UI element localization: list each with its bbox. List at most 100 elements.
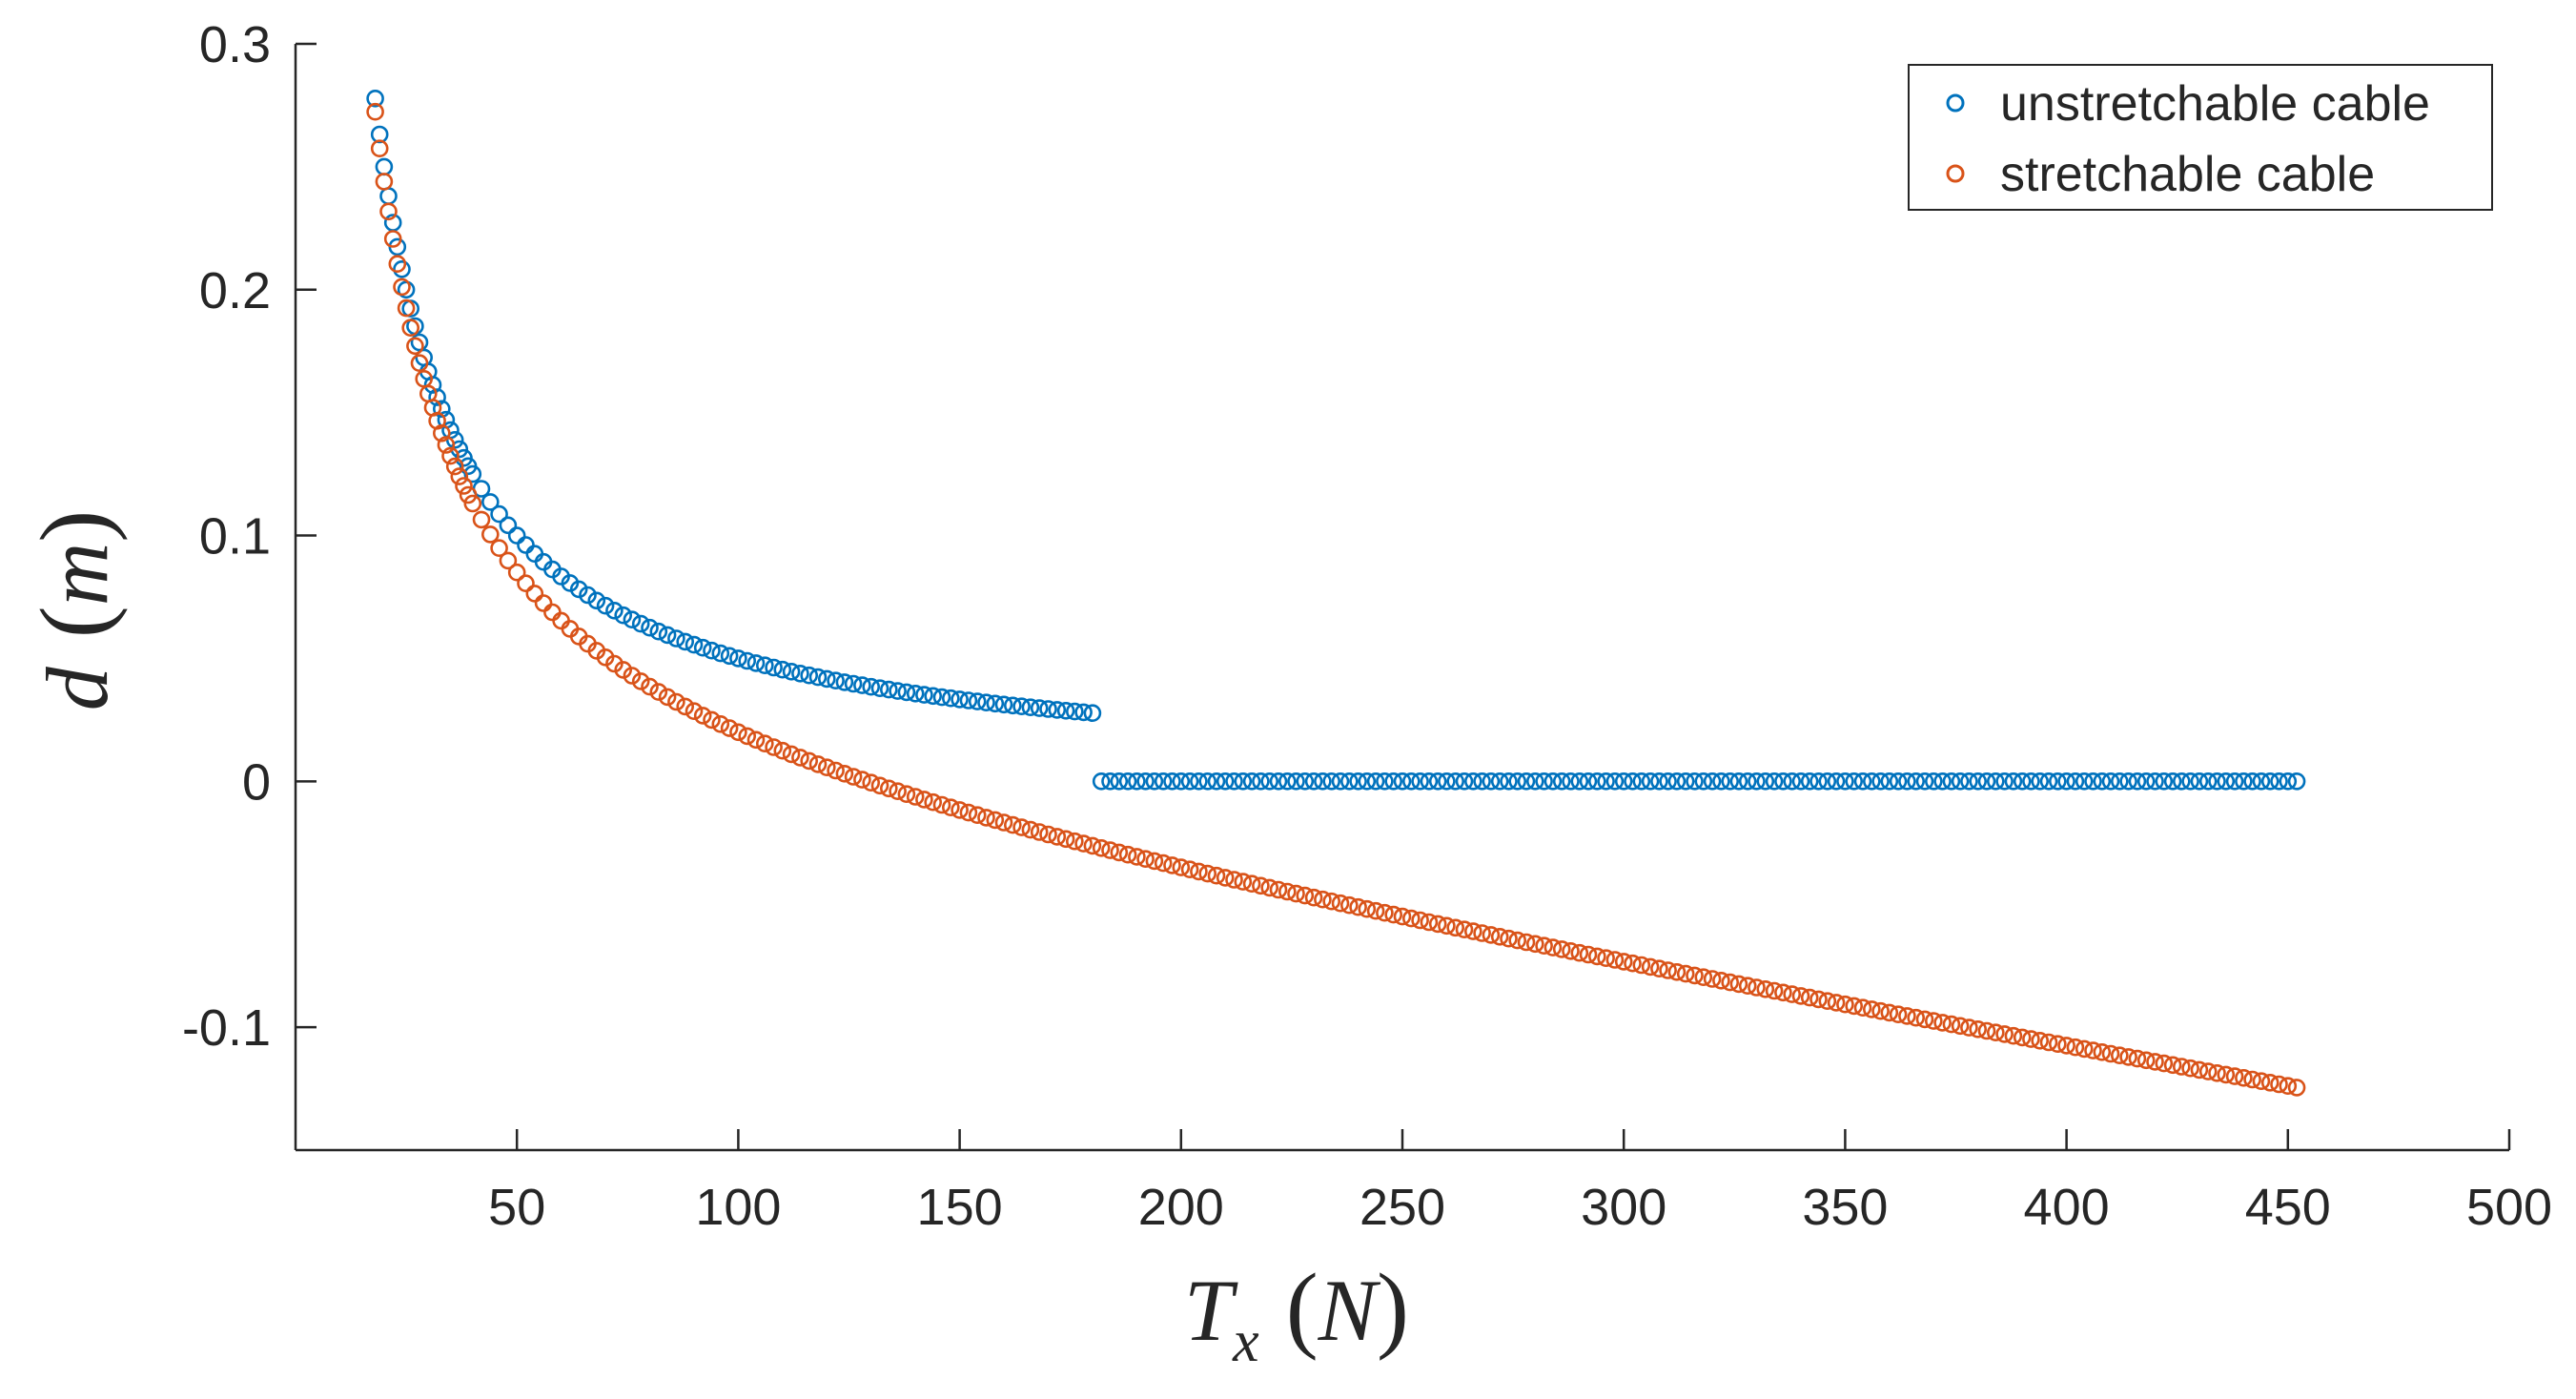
data-point xyxy=(2173,772,2191,791)
data-point xyxy=(1074,703,1093,722)
data-point xyxy=(631,672,650,690)
data-point xyxy=(1588,947,1606,966)
data-point xyxy=(853,771,871,789)
data-point xyxy=(2049,772,2067,791)
data-point xyxy=(1190,862,1208,881)
data-point xyxy=(1703,970,1722,988)
data-point xyxy=(1464,922,1482,940)
data-point xyxy=(853,676,871,694)
data-point xyxy=(2128,1049,2147,1068)
tick-labels: 50 100 150 200 250 300 350 400 450 500 0.3 0.2 0.1 0 -… xyxy=(182,16,2552,1236)
data-point xyxy=(2252,1072,2271,1090)
data-point xyxy=(1349,772,1367,791)
data-point xyxy=(1721,772,1739,791)
data-point xyxy=(1544,938,1563,957)
data-point xyxy=(1314,890,1332,909)
data-point xyxy=(2270,1075,2288,1094)
data-point xyxy=(1039,700,1057,718)
x-tick-label: 250 xyxy=(1360,1179,1445,1236)
y-tick-label: 0.1 xyxy=(199,508,271,566)
data-point xyxy=(1128,848,1146,866)
x-tick-label: 350 xyxy=(1802,1179,1888,1236)
data-point xyxy=(817,758,836,777)
data-point xyxy=(1482,926,1501,944)
data-point xyxy=(1889,772,1908,791)
data-point xyxy=(720,719,739,737)
data-point xyxy=(406,337,424,356)
data-point xyxy=(1331,772,1350,791)
data-point xyxy=(1827,772,1846,791)
data-point xyxy=(455,477,473,495)
data-point xyxy=(1624,772,1642,791)
data-point xyxy=(711,644,730,663)
data-point xyxy=(1438,916,1456,936)
data-point xyxy=(1012,818,1031,836)
data-point xyxy=(738,651,757,670)
data-point xyxy=(1614,953,1633,971)
data-point xyxy=(1012,697,1031,716)
data-point xyxy=(924,792,943,812)
data-point xyxy=(1234,873,1253,891)
data-point xyxy=(2208,1064,2226,1082)
data-point xyxy=(437,436,456,454)
data-point xyxy=(2217,1065,2236,1084)
data-point xyxy=(517,574,535,593)
data-point xyxy=(2075,1039,2094,1059)
data-point xyxy=(1995,1025,2014,1043)
data-point xyxy=(1960,1018,1978,1037)
data-point xyxy=(844,768,863,786)
data-point xyxy=(370,139,389,157)
data-point xyxy=(1420,772,1439,791)
data-point xyxy=(2235,1069,2253,1087)
data-point xyxy=(2057,772,2075,791)
series-layer xyxy=(366,90,2306,1097)
data-point xyxy=(1366,772,1385,791)
data-point xyxy=(1101,841,1119,859)
data-point xyxy=(1225,871,1243,889)
data-point xyxy=(2066,1038,2085,1057)
data-point xyxy=(1960,772,1978,791)
data-point xyxy=(1907,1008,1925,1027)
data-point xyxy=(1597,949,1615,968)
data-point xyxy=(641,677,659,696)
legend-label-stretchable: stretchable cable xyxy=(2000,147,2375,202)
data-point xyxy=(1216,869,1235,887)
data-point xyxy=(1809,772,1828,791)
data-point xyxy=(711,714,730,733)
data-point xyxy=(1686,772,1704,791)
axes-layer xyxy=(294,42,2511,1152)
data-point xyxy=(1880,1003,1899,1022)
data-point xyxy=(1128,772,1146,791)
data-point xyxy=(1526,935,1544,954)
data-point xyxy=(1180,860,1199,879)
data-point xyxy=(1048,828,1067,846)
data-point xyxy=(1676,772,1695,791)
data-point xyxy=(459,485,478,504)
series-unstretchable xyxy=(366,90,2306,791)
data-point xyxy=(2049,1035,2067,1053)
data-point xyxy=(959,803,978,822)
series-stretchable xyxy=(366,102,2306,1097)
data-point xyxy=(1242,772,1261,791)
data-point xyxy=(1145,852,1164,871)
data-point xyxy=(1269,772,1288,791)
data-point xyxy=(1579,772,1598,791)
data-point xyxy=(889,782,907,801)
data-point xyxy=(862,773,881,792)
data-point xyxy=(1535,936,1553,956)
data-point xyxy=(370,125,389,144)
data-point xyxy=(1004,696,1022,715)
data-point xyxy=(1694,772,1713,791)
data-point xyxy=(1384,905,1402,924)
data-point xyxy=(1765,981,1784,1000)
data-point xyxy=(490,504,508,524)
data-point xyxy=(1667,772,1687,791)
data-point xyxy=(1641,957,1660,977)
data-point xyxy=(1969,1020,1987,1039)
data-point xyxy=(667,629,685,648)
data-point xyxy=(1641,772,1660,791)
data-point xyxy=(366,90,384,108)
data-point xyxy=(490,539,508,558)
data-point xyxy=(791,749,809,767)
